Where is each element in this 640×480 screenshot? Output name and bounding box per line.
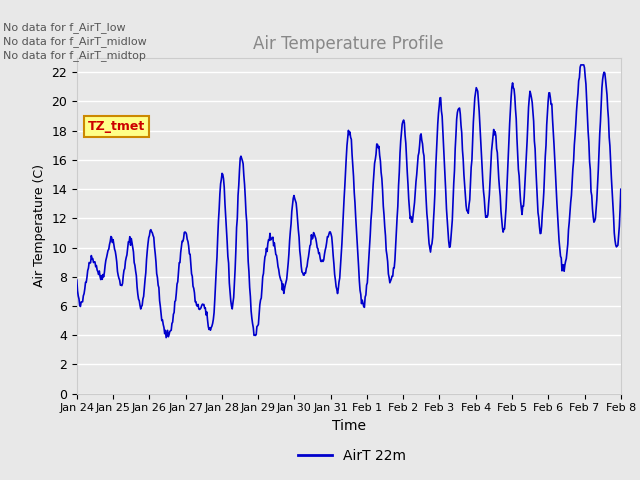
Text: No data for f_AirT_low: No data for f_AirT_low	[3, 22, 126, 33]
Y-axis label: Air Temperature (C): Air Temperature (C)	[33, 164, 45, 287]
Title: Air Temperature Profile: Air Temperature Profile	[253, 35, 444, 53]
Text: No data for f_AirT_midtop: No data for f_AirT_midtop	[3, 50, 146, 61]
X-axis label: Time: Time	[332, 419, 366, 433]
Legend: AirT 22m: AirT 22m	[292, 443, 412, 468]
Text: No data for f_AirT_midlow: No data for f_AirT_midlow	[3, 36, 147, 47]
Text: TZ_tmet: TZ_tmet	[88, 120, 145, 133]
